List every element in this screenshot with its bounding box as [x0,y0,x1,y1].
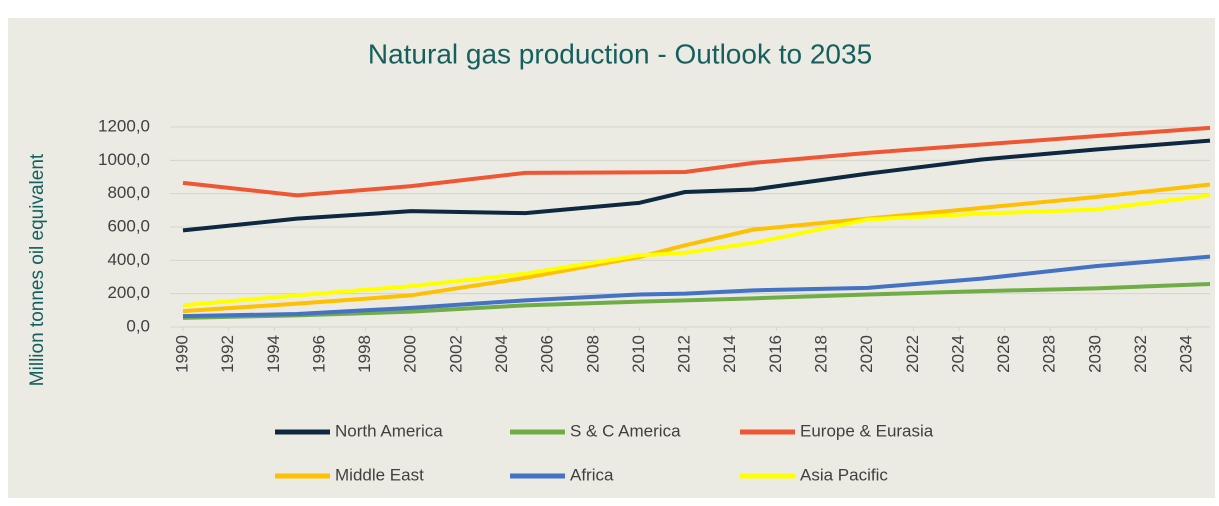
x-tick-label: 2012 [675,335,694,373]
x-tick-label: 1992 [218,335,237,373]
y-tick-label: 0,0 [126,316,150,335]
x-tick-label: 2014 [720,335,739,373]
x-tick-label: 2022 [903,335,922,373]
series-line [182,125,1211,198]
legend-label: North America [335,421,443,440]
x-tick-label: 2034 [1177,335,1196,373]
series-line [182,138,1211,233]
legend-label: Middle East [335,465,424,484]
x-tick-label: 2030 [1085,335,1104,373]
y-axis-label: Million tonnes oil equivalent [27,153,48,386]
legend-label: Africa [570,465,614,484]
y-tick-label: 800,0 [107,183,150,202]
legend-label: Asia Pacific [800,465,888,484]
x-tick-label: 2006 [538,335,557,373]
y-tick-label: 200,0 [107,283,150,302]
x-tick-label: 1998 [355,335,374,373]
x-tick-label: 2024 [948,335,967,373]
x-tick-label: 1996 [309,335,328,373]
x-tick-label: 2002 [446,335,465,373]
x-tick-label: 2018 [812,335,831,373]
x-tick-label: 2026 [994,335,1013,373]
x-tick-label: 2016 [766,335,785,373]
legend-label: Europe & Eurasia [800,421,934,440]
y-tick-label: 1000,0 [98,150,150,169]
series-line [182,254,1211,319]
series-line [182,193,1211,308]
chart-title: Natural gas production - Outlook to 2035 [368,38,872,69]
x-tick-label: 1994 [264,335,283,373]
x-tick-label: 2008 [583,335,602,373]
x-tick-label: 2020 [857,335,876,373]
x-tick-label: 2000 [401,335,420,373]
legend-label: S & C America [570,421,681,440]
x-tick-label: 2028 [1040,335,1059,373]
series-line [182,282,1211,320]
series-line [182,182,1211,314]
y-tick-label: 1200,0 [98,116,150,135]
y-tick-label: 400,0 [107,250,150,269]
y-tick-label: 600,0 [107,216,150,235]
x-tick-label: 2032 [1131,335,1150,373]
x-tick-label: 2004 [492,335,511,373]
x-tick-label: 1990 [172,335,191,373]
x-tick-label: 2010 [629,335,648,373]
